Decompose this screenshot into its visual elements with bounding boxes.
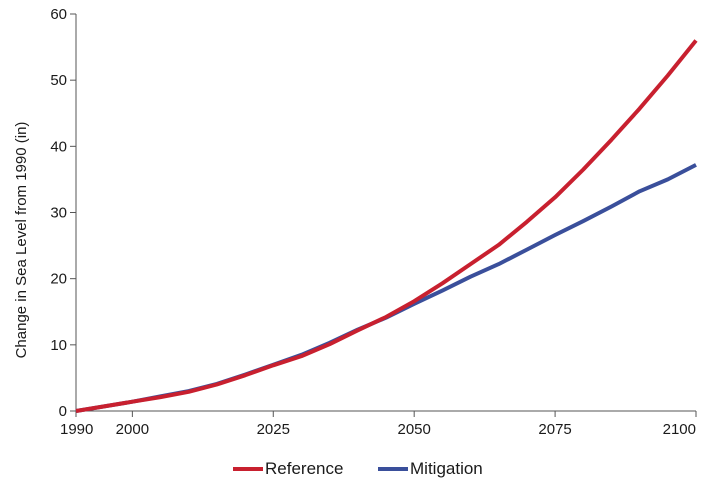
y-tick-label: 10 — [50, 337, 67, 354]
y-tick-label: 30 — [50, 205, 67, 222]
legend-label-reference: Reference — [265, 459, 343, 478]
y-tick-label: 40 — [50, 138, 67, 155]
legend: Reference Mitigation — [233, 459, 483, 478]
x-tick-label: 2025 — [257, 421, 290, 438]
x-tick-label: 2050 — [397, 421, 430, 438]
x-tick-label: 2100 — [663, 421, 696, 438]
y-tick-label: 50 — [50, 72, 67, 89]
x-axis-ticks: 1990 2000 2025 2050 2075 2100 — [60, 411, 697, 438]
y-axis-title: Change in Sea Level from 1990 (in) — [13, 122, 30, 359]
y-tick-label: 20 — [50, 271, 67, 288]
y-tick-label: 0 — [59, 403, 67, 420]
series-line-mitigation — [75, 163, 697, 413]
y-tick-label: 60 — [50, 6, 67, 23]
series-lines — [75, 39, 698, 413]
y-axis-ticks: 0 10 20 30 40 50 60 — [50, 6, 76, 420]
legend-label-mitigation: Mitigation — [410, 459, 483, 478]
series-line-reference — [75, 39, 698, 413]
x-tick-label: 2000 — [116, 421, 149, 438]
x-tick-label: 1990 — [60, 421, 93, 438]
x-tick-label: 2075 — [538, 421, 571, 438]
